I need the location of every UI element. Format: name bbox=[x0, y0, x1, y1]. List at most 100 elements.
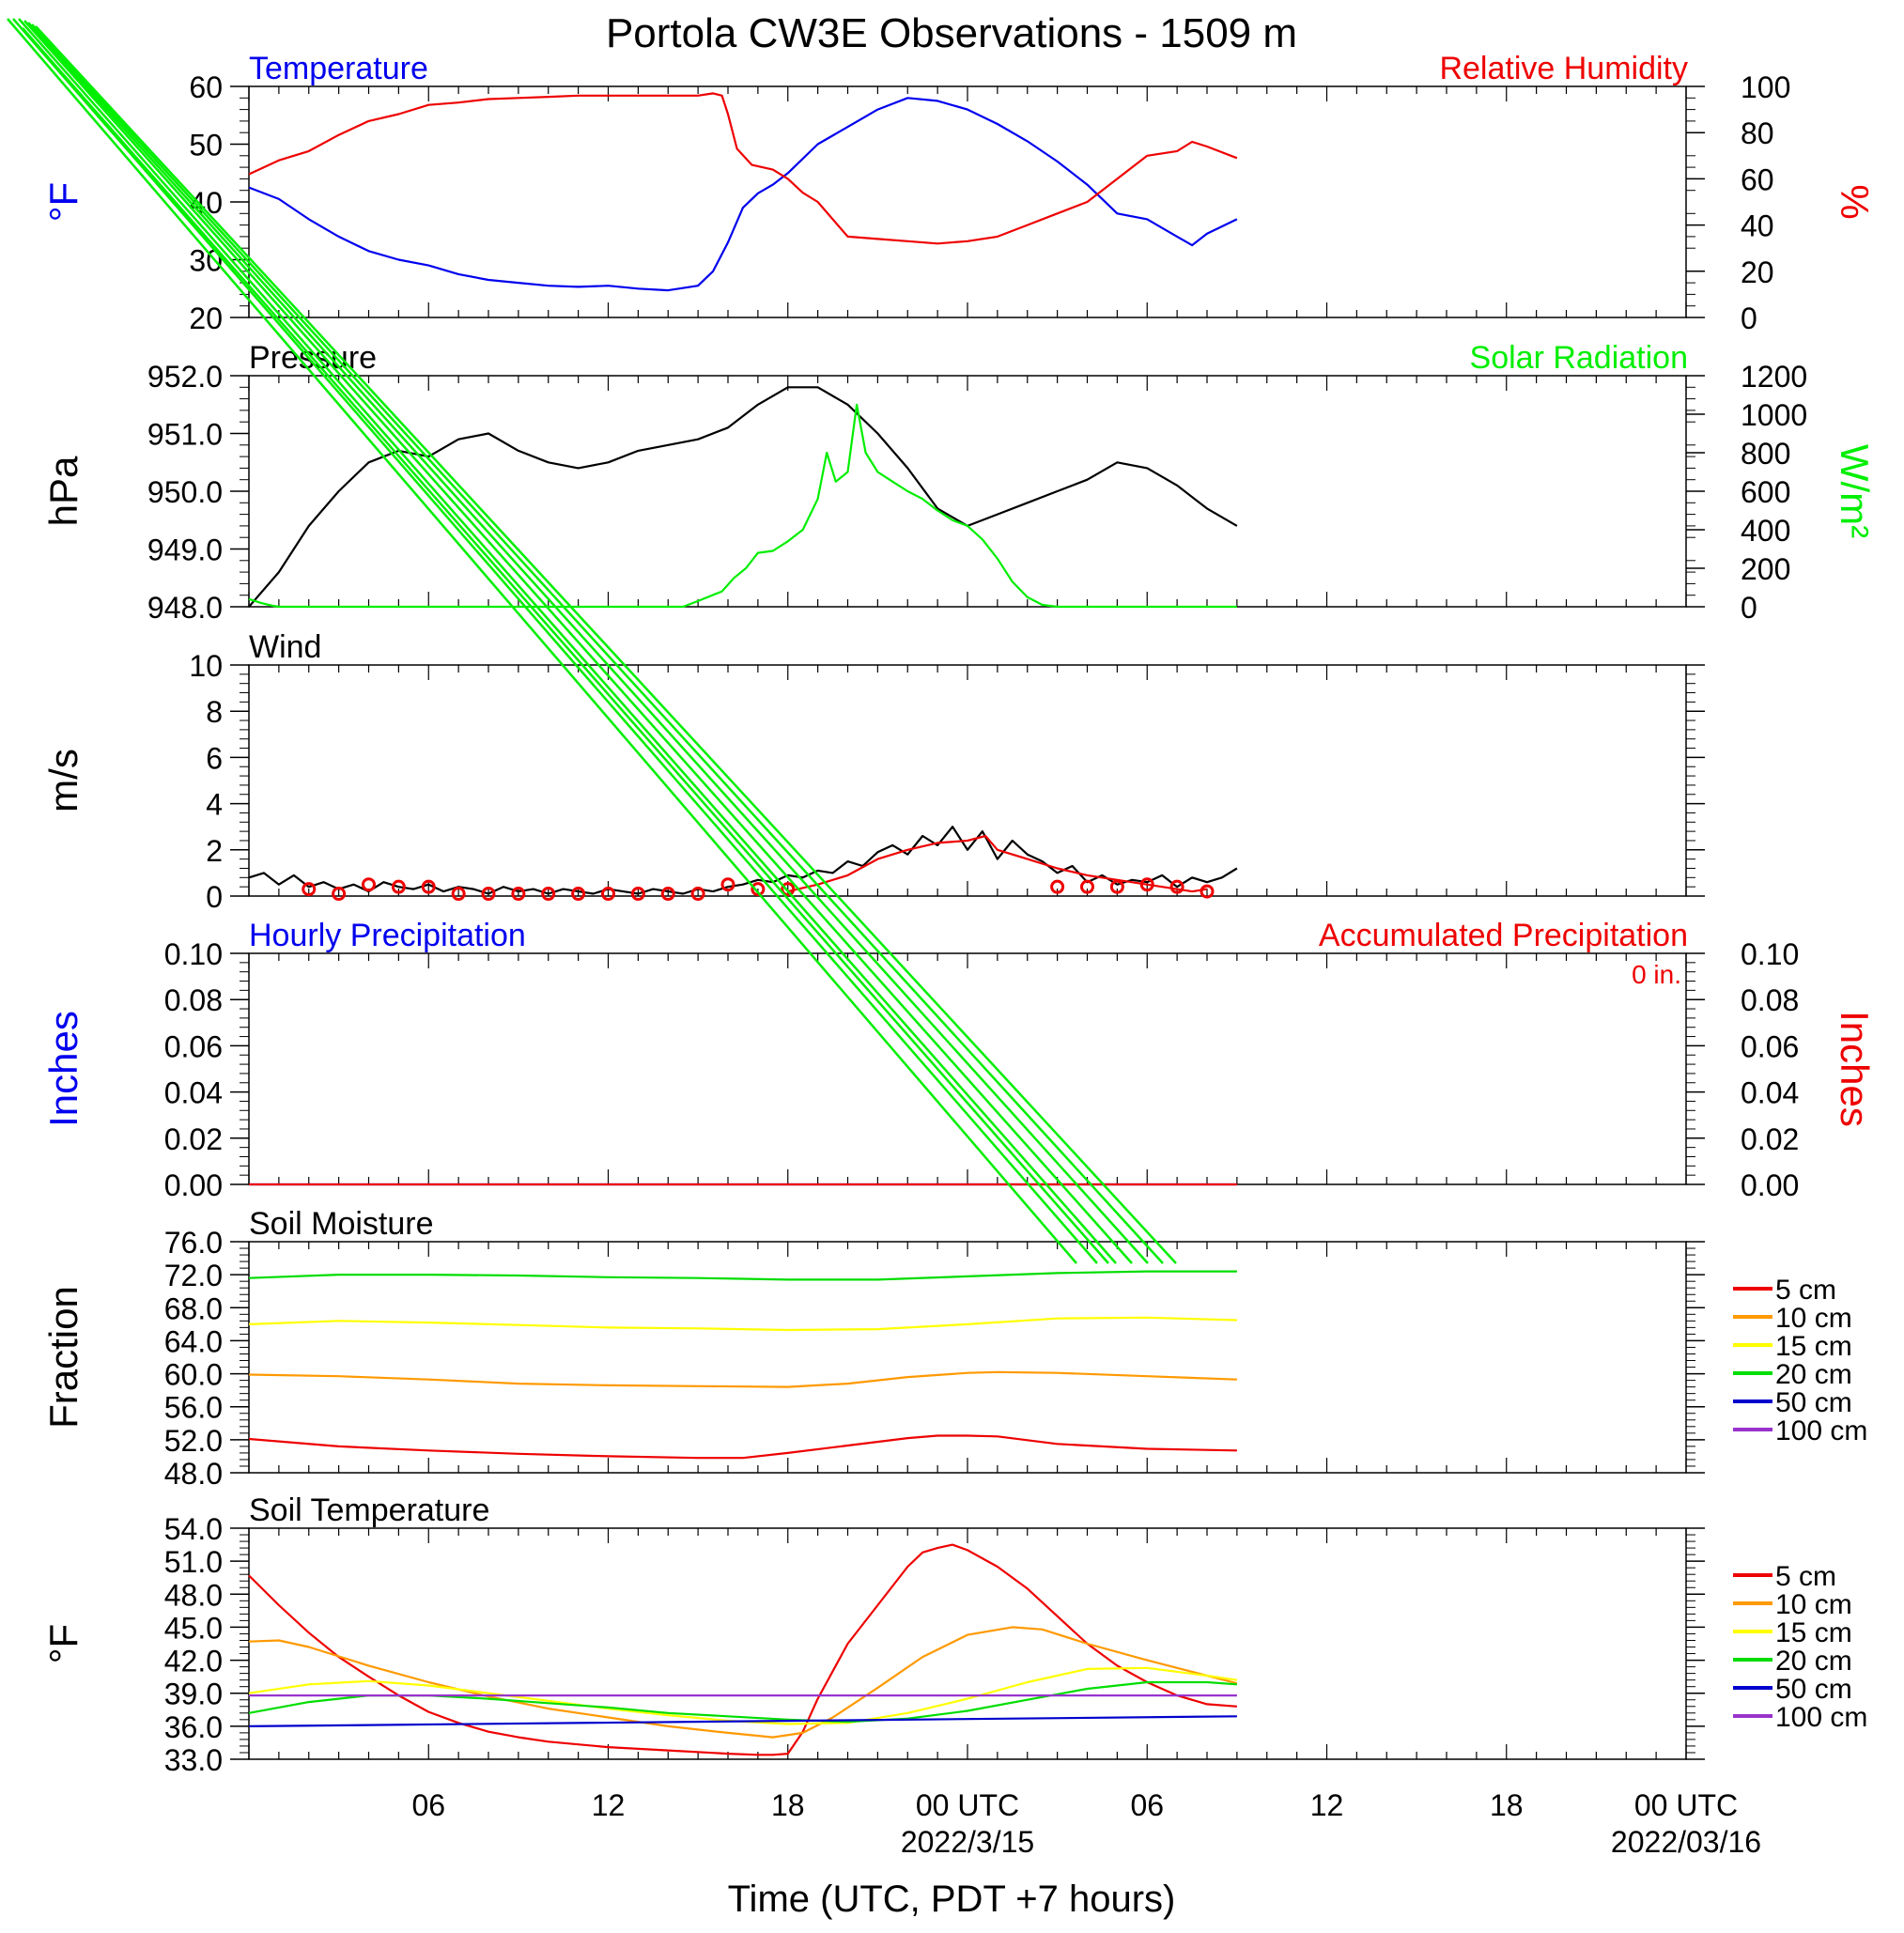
y-tick-label-left: 56.0 bbox=[164, 1391, 223, 1425]
y-tick-label-left: 8 bbox=[206, 695, 223, 729]
y-tick-label-left: 60.0 bbox=[164, 1358, 223, 1392]
panel-precip: 0.10 0.08 0.06 0.04 0.02 0.00 0.10 0.08 0.06 0.04… bbox=[41, 918, 1877, 1202]
x-axis-label: Time (UTC, PDT +7 hours) bbox=[728, 1879, 1176, 1920]
wind-point bbox=[660, 887, 675, 902]
y-tick-label-right: 0 bbox=[1741, 302, 1757, 335]
wind-point bbox=[690, 887, 705, 902]
legend-label: 15 cm bbox=[1775, 1617, 1852, 1648]
y-tick-label-right: 600 bbox=[1741, 475, 1790, 509]
series-temp-temperature bbox=[248, 97, 1238, 292]
x-date-label: 2022/3/15 bbox=[901, 1825, 1034, 1859]
wind-point bbox=[630, 887, 645, 902]
legend-label: 50 cm bbox=[1775, 1387, 1852, 1418]
y-tick-label-left: 0.06 bbox=[164, 1029, 223, 1063]
y-tick-label-left: 48.0 bbox=[164, 1457, 223, 1491]
wind-point bbox=[1200, 884, 1215, 899]
series-wind-wind-gust bbox=[787, 834, 1208, 893]
artifact-line bbox=[18, 18, 1117, 1264]
y-tick-label-left: 60 bbox=[189, 70, 223, 104]
y-tick-label-left: 0.02 bbox=[164, 1122, 223, 1156]
panel-title-right: Accumulated Precipitation bbox=[1319, 918, 1688, 953]
y-tick-label-right: 0.10 bbox=[1741, 937, 1799, 971]
wind-point bbox=[541, 887, 556, 902]
panel-soilt: 54.051.048.045.042.039.036.033.0 Soil Tem… bbox=[41, 1492, 1705, 1777]
wind-point bbox=[720, 877, 735, 892]
legend-label: 10 cm bbox=[1775, 1303, 1852, 1334]
series-soilt-10-cm bbox=[248, 1626, 1238, 1739]
y-axis-label-left: m/s bbox=[41, 749, 85, 812]
artifact-line bbox=[7, 18, 1077, 1264]
panel-title-right: Relative Humidity bbox=[1439, 51, 1688, 86]
y-tick-label-left: 76.0 bbox=[164, 1226, 223, 1260]
y-tick-label-left: 72.0 bbox=[164, 1259, 223, 1292]
y-axis-label-left: hPa bbox=[41, 456, 85, 526]
x-tick-label: 12 bbox=[1310, 1788, 1344, 1822]
legend-label: 5 cm bbox=[1775, 1275, 1836, 1306]
wind-point bbox=[571, 887, 586, 902]
accumulation-annotation: 0 in. bbox=[1632, 960, 1681, 989]
legend-label: 20 cm bbox=[1775, 1646, 1852, 1677]
y-tick-label-left: 4 bbox=[206, 788, 223, 822]
wind-point bbox=[451, 887, 466, 902]
artifact-line bbox=[12, 18, 1098, 1264]
y-tick-label-right: 0 bbox=[1741, 591, 1757, 625]
y-axis-label-left: Inches bbox=[41, 1011, 85, 1127]
panel-title-left: Soil Temperature bbox=[249, 1492, 489, 1528]
page-title: Portola CW3E Observations - 1509 m bbox=[606, 10, 1297, 56]
series-soilm-5-cm bbox=[248, 1434, 1237, 1460]
series-soilt-50-cm bbox=[248, 1715, 1237, 1727]
y-tick-label-right: 60 bbox=[1741, 162, 1774, 196]
y-tick-label-right: 200 bbox=[1741, 552, 1790, 586]
wind-point bbox=[1169, 879, 1184, 894]
legend-label: 100 cm bbox=[1775, 1702, 1867, 1733]
wind-point bbox=[511, 887, 526, 902]
wind-point bbox=[421, 879, 436, 894]
y-tick-label-left: 6 bbox=[206, 741, 223, 775]
series-soilt-20-cm bbox=[248, 1680, 1237, 1724]
y-tick-label-left: 0.04 bbox=[164, 1076, 223, 1110]
y-tick-label-right: 0.06 bbox=[1741, 1029, 1799, 1063]
x-tick-label: 06 bbox=[1130, 1788, 1164, 1822]
y-tick-label-left: 48.0 bbox=[164, 1578, 223, 1612]
legend-label: 10 cm bbox=[1775, 1589, 1852, 1620]
panel-title-left: Temperature bbox=[249, 51, 428, 86]
y-tick-label-right: 0.04 bbox=[1741, 1076, 1799, 1110]
series-soilt-15-cm bbox=[248, 1666, 1238, 1725]
panel-title-left: Hourly Precipitation bbox=[249, 918, 526, 953]
y-tick-label-right: 0.02 bbox=[1741, 1122, 1799, 1156]
y-tick-label-left: 20 bbox=[189, 302, 223, 335]
y-axis-label-right: W/m² bbox=[1833, 444, 1877, 538]
y-tick-label-right: 400 bbox=[1741, 514, 1790, 548]
wind-point bbox=[362, 877, 376, 892]
panel-frame bbox=[248, 952, 1687, 1185]
wind-point bbox=[481, 887, 496, 902]
panel-pressure: 952.0 951.0 950.0 949.0 948.0 1200 1000 800 600 4… bbox=[41, 340, 1877, 625]
artifact-line bbox=[27, 22, 1149, 1264]
series-wind-wind-speed bbox=[248, 826, 1238, 895]
y-tick-label-left: 2 bbox=[206, 834, 223, 868]
y-tick-label-left: 51.0 bbox=[164, 1545, 223, 1579]
y-axis-label-left: °F bbox=[41, 182, 85, 222]
x-date-label: 2022/03/16 bbox=[1611, 1825, 1761, 1859]
y-tick-label-right: 40 bbox=[1741, 209, 1774, 243]
series-soilt-5-cm bbox=[248, 1543, 1237, 1756]
wind-point bbox=[1109, 879, 1124, 894]
y-tick-label-left: 64.0 bbox=[164, 1324, 223, 1358]
y-tick-label-right: 0.08 bbox=[1741, 983, 1799, 1017]
y-axis-label-left: Fraction bbox=[41, 1286, 85, 1429]
y-tick-label-right: 20 bbox=[1741, 255, 1774, 289]
y-tick-label-left: 33.0 bbox=[164, 1743, 223, 1777]
panel-soilm: 76.072.068.064.060.056.052.048.0 Soil Moi… bbox=[41, 1206, 1705, 1491]
x-tick-label: 12 bbox=[592, 1788, 626, 1822]
legend-label: 100 cm bbox=[1775, 1415, 1867, 1446]
x-tick-label: 18 bbox=[1490, 1788, 1524, 1822]
y-axis-label-right: % bbox=[1833, 184, 1877, 219]
artifact-line bbox=[22, 27, 1109, 1264]
y-tick-label-left: 10 bbox=[189, 649, 223, 683]
y-tick-label-left: 45.0 bbox=[164, 1611, 223, 1645]
y-tick-label-left: 50 bbox=[189, 129, 223, 162]
y-axis-label-right: Inches bbox=[1833, 1011, 1877, 1127]
